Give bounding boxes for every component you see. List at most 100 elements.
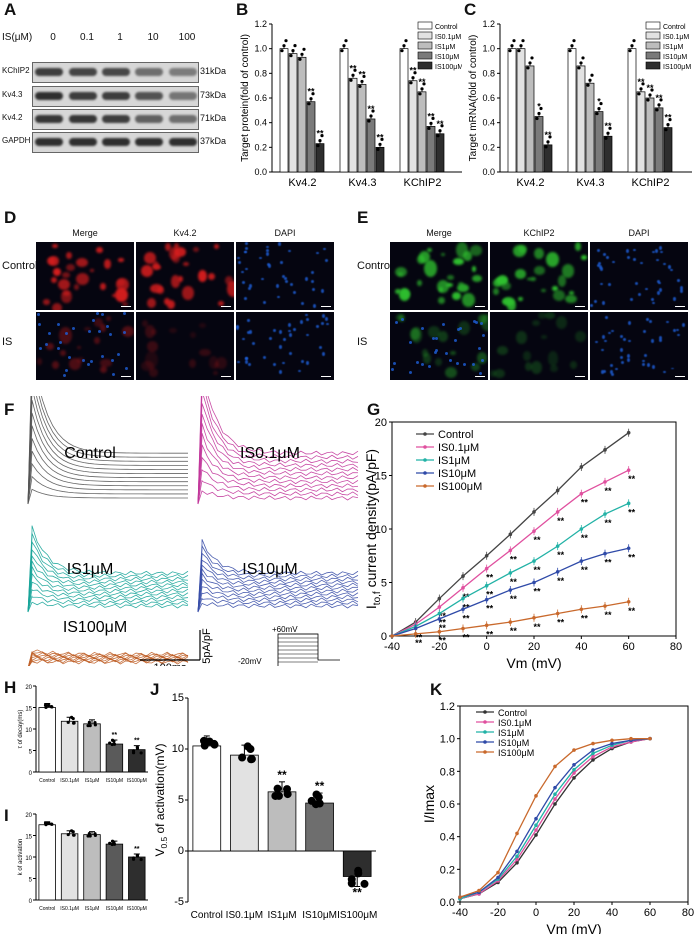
data-point (427, 126, 431, 130)
cell (655, 259, 659, 262)
cell (237, 257, 241, 260)
current-trace (27, 396, 189, 505)
x-tick-label: IS100μM (337, 910, 377, 921)
series-point (572, 748, 576, 752)
cell (177, 276, 183, 283)
y-tick-label: 20 (25, 685, 32, 691)
x-tick-label: Kv4.3 (576, 177, 604, 189)
y-tick-label: 15 (375, 471, 387, 483)
cell (394, 289, 402, 294)
data-point (47, 703, 51, 708)
current-trace (197, 396, 359, 505)
nucleus (478, 347, 482, 351)
band-kda: 37kDa (200, 136, 227, 146)
panel-label-j: J (150, 680, 160, 699)
current-trace (197, 396, 359, 505)
legend-swatch (645, 31, 661, 40)
bar (339, 48, 349, 173)
cell (657, 280, 661, 284)
significance-mark: ** (510, 577, 518, 587)
data-point (637, 92, 641, 96)
series-point (629, 736, 633, 741)
series-point (515, 849, 519, 854)
y-axis-label: τ of decay(ms) (18, 710, 24, 749)
cell (503, 296, 515, 307)
cell (540, 288, 546, 292)
data-point (344, 39, 348, 43)
cell (446, 275, 454, 280)
data-point (307, 796, 316, 805)
current-trace (27, 560, 189, 613)
data-point (309, 97, 313, 101)
nucleus (47, 332, 51, 336)
cell (216, 356, 227, 370)
significance-mark: ** (664, 113, 672, 123)
legend-swatch (417, 51, 433, 60)
y-tick-label: 20 (25, 813, 32, 819)
significance-mark: ** (462, 633, 470, 643)
significance-mark: ** (533, 622, 541, 632)
y-tick-label: 0.6 (440, 799, 455, 811)
nucleus (100, 312, 104, 316)
cell (76, 258, 88, 268)
y-tick-label: 0.4 (440, 832, 455, 844)
y-tick-label: 0.2 (254, 142, 267, 152)
nucleus (92, 319, 96, 323)
data-point (606, 131, 610, 135)
cell (662, 370, 666, 374)
cell (601, 348, 605, 352)
micrograph (390, 242, 488, 310)
cell (99, 365, 108, 373)
cell (181, 285, 194, 301)
current-trace (27, 396, 189, 505)
data-point (282, 44, 286, 48)
cell (268, 337, 272, 341)
data-point (320, 134, 324, 138)
series-point (572, 771, 576, 775)
cell (321, 314, 325, 318)
bar (60, 720, 79, 773)
cell (625, 249, 629, 254)
bar (83, 834, 101, 901)
nucleus (453, 339, 457, 343)
cell (77, 356, 84, 363)
x-tick-label: 40 (606, 907, 618, 919)
cell (288, 249, 292, 253)
x-tick-label: IS1μM (85, 778, 100, 784)
bar (38, 707, 56, 773)
cell (245, 357, 249, 360)
y-tick-label: 15 (25, 835, 32, 841)
cell (261, 278, 265, 281)
series-point (496, 870, 500, 875)
cell (611, 261, 615, 264)
cell (268, 263, 272, 268)
series-point (534, 833, 538, 837)
x-tick-label: 20 (568, 907, 580, 919)
legend-label: IS0.1μM (438, 442, 479, 454)
cell (438, 287, 443, 293)
cell (143, 252, 156, 264)
blot-band (102, 92, 130, 100)
data-point (300, 52, 304, 56)
legend-label: Control (435, 24, 458, 31)
data-point (112, 840, 116, 844)
cell (100, 282, 106, 290)
cell (164, 243, 171, 252)
cell (658, 282, 662, 285)
cell (607, 332, 611, 335)
concentration-value: 1 (117, 32, 123, 43)
cell (322, 247, 326, 251)
y-tick-label: 1.2 (440, 701, 455, 713)
chart-j: -5 0 5 10 15 V0.5 of activation(mV) Control IS0… (153, 692, 377, 921)
data-point (360, 879, 369, 888)
significance-mark: ** (581, 533, 589, 543)
blot-strip (32, 109, 199, 130)
significance-mark: ** (604, 518, 612, 528)
bar (357, 84, 367, 173)
cell (642, 362, 646, 367)
current-trace (28, 651, 189, 666)
cell (217, 300, 224, 307)
cell (679, 285, 683, 290)
cell (662, 262, 666, 266)
cell (497, 346, 509, 355)
